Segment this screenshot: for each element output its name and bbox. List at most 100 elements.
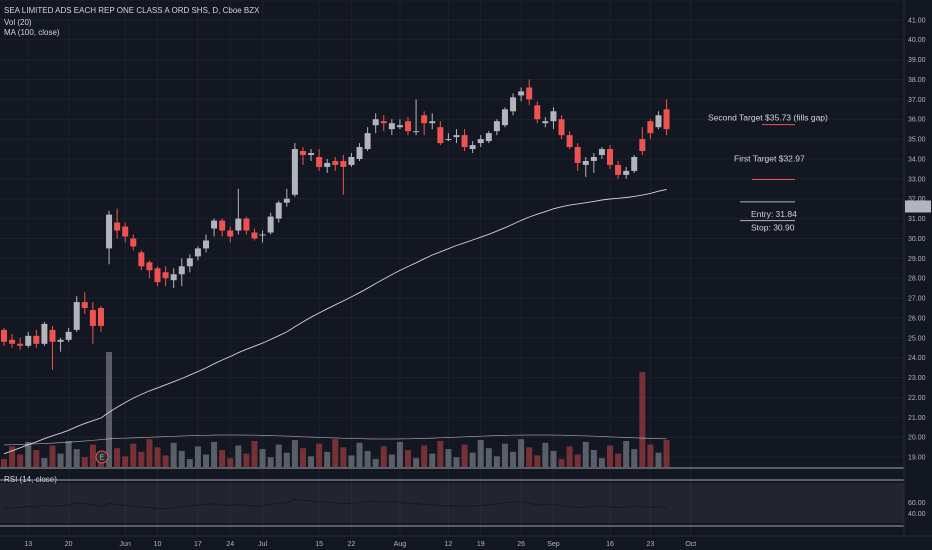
- volume-bar: [219, 450, 226, 467]
- volume-bar: [1, 459, 7, 467]
- volume-bar: [9, 446, 16, 467]
- candle-body: [429, 121, 436, 124]
- volume-bar: [33, 450, 40, 467]
- price-tick-label: 32.00: [908, 196, 926, 203]
- time-axis: 13 20 Jun 10 17 24 Jul 15 22 Aug 12 19 26 Sep 16 23 Oct: [0, 535, 932, 548]
- volume-bar: [308, 456, 315, 467]
- rsi-band: [0, 483, 904, 523]
- candle: [566, 131, 573, 150]
- rsi-pane: 40.00 60.00: [0, 483, 926, 523]
- volume-bar: [574, 454, 581, 467]
- volume-bar: [211, 441, 218, 467]
- candle: [372, 113, 379, 134]
- price-tick-label: 39.00: [908, 57, 926, 64]
- candle: [267, 212, 274, 235]
- candle-body: [243, 218, 250, 231]
- volume-bar: [647, 444, 654, 467]
- volume-bar: [267, 457, 274, 467]
- rsi-line: [3, 498, 667, 510]
- volume-bar: [130, 443, 137, 467]
- candle: [421, 111, 428, 136]
- price-tick-label: 35.00: [908, 137, 926, 144]
- candle: [477, 135, 484, 148]
- candle: [89, 302, 96, 344]
- volume-bar: [445, 449, 452, 467]
- candle: [1, 327, 7, 346]
- candle: [324, 158, 331, 173]
- candle: [493, 119, 500, 136]
- candle: [178, 258, 185, 287]
- current-price-tag: [905, 200, 931, 213]
- volume-bar: [550, 450, 557, 467]
- candle-body: [186, 258, 193, 267]
- candle-body: [348, 156, 355, 165]
- volume-bar: [607, 445, 613, 467]
- rsi-tick-label: 40.00: [908, 511, 926, 518]
- candle-body: [518, 91, 525, 96]
- ma-100-line: [3, 189, 667, 455]
- candle: [146, 260, 153, 279]
- price-tick-label: 38.00: [908, 77, 926, 84]
- candle: [33, 329, 40, 348]
- volume-bar: [291, 440, 298, 467]
- candle: [81, 292, 88, 314]
- candle-body: [130, 238, 137, 247]
- candle-body: [267, 216, 274, 233]
- candle-body: [663, 109, 670, 130]
- candle: [647, 119, 654, 140]
- candle: [73, 296, 80, 332]
- candle: [283, 188, 290, 207]
- time-tick-label: 16: [606, 541, 614, 548]
- candle: [510, 93, 517, 116]
- candle-body: [275, 202, 282, 219]
- candle: [154, 266, 161, 287]
- candle: [655, 111, 662, 130]
- volume-bar: [89, 444, 96, 467]
- candle-body: [461, 135, 468, 148]
- volume-bar: [542, 442, 549, 467]
- candle-body: [9, 339, 16, 344]
- candle: [211, 218, 218, 237]
- earnings-icon: [95, 450, 109, 464]
- price-tick-label: 19.00: [908, 455, 926, 462]
- candle: [57, 337, 64, 352]
- candle: [219, 218, 226, 237]
- volume-bar: [453, 457, 460, 467]
- price-tick-label: 30.00: [908, 236, 926, 243]
- candle-body: [1, 329, 7, 342]
- volume-bar: [57, 453, 64, 467]
- price-tick-label: 34.00: [908, 156, 926, 163]
- candle: [25, 331, 32, 348]
- time-tick-label: 26: [517, 541, 525, 548]
- candle-body: [372, 119, 379, 126]
- volume-bar: [170, 442, 177, 467]
- volume-label: Vol (20): [4, 18, 32, 27]
- candle-body: [81, 302, 88, 309]
- time-tick-label: Sep: [547, 541, 560, 548]
- candle-body: [25, 335, 32, 346]
- candle-body: [590, 156, 597, 161]
- candle-body: [364, 133, 371, 150]
- candle: [453, 129, 460, 144]
- time-tick-label: 20: [65, 541, 73, 548]
- current-price-label: 31.61: [909, 204, 927, 211]
- candle-body: [655, 115, 662, 128]
- volume-bar: [623, 441, 630, 467]
- candle: [275, 200, 282, 223]
- time-tick-label: 24: [226, 541, 234, 548]
- volume-bar: [194, 446, 201, 467]
- candle: [138, 250, 145, 271]
- candle-body: [550, 111, 557, 122]
- candle: [413, 99, 420, 136]
- volume-bar: [251, 441, 258, 467]
- volume-bar: [122, 456, 129, 467]
- candle: [49, 325, 56, 370]
- candle-body: [308, 153, 315, 156]
- candle: [308, 149, 315, 161]
- candle-body: [534, 105, 541, 120]
- price-tick-label: 33.00: [908, 176, 926, 183]
- candle: [429, 113, 436, 130]
- volume-bar: [429, 453, 436, 467]
